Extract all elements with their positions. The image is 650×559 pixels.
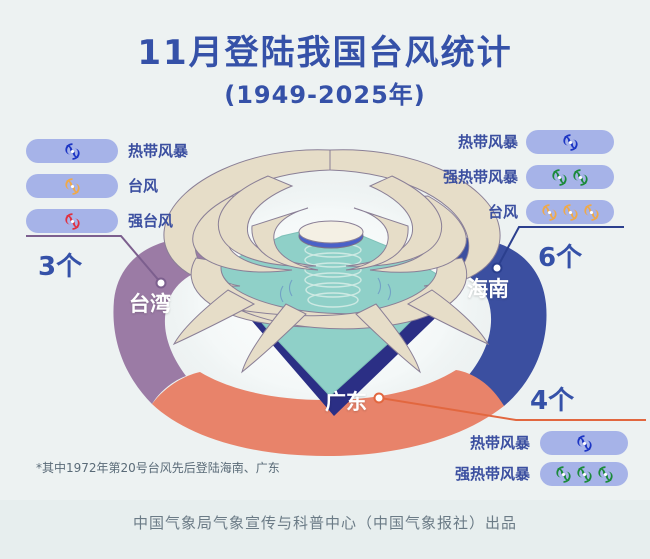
legend-pill-guangdong-1 xyxy=(540,462,628,486)
guangdong-arc xyxy=(152,370,504,456)
legend-label-taiwan-1: 台风 xyxy=(128,177,159,195)
typhoon-icon xyxy=(555,465,571,483)
credit-bar xyxy=(0,500,650,559)
typhoon-icon xyxy=(576,434,592,452)
legend-label-hainan-0: 热带风暴 xyxy=(457,133,518,151)
count-hainan: 6个 xyxy=(538,243,583,273)
credit-text: 中国气象局气象宣传与科普中心（中国气象报社）出品 xyxy=(132,514,517,532)
legend-label-taiwan-0: 热带风暴 xyxy=(128,142,189,160)
legend-pill-taiwan-1 xyxy=(26,174,118,198)
typhoon-icon xyxy=(583,203,599,221)
hainan-connector xyxy=(491,226,624,274)
typhoon-icon xyxy=(64,212,80,230)
taiwan-connector xyxy=(26,235,167,289)
footnote: *其中1972年第20号台风先后登陆海南、广东 xyxy=(36,461,280,475)
taiwan-arc xyxy=(113,237,224,404)
typhoon-spiral xyxy=(163,149,501,374)
legend-pill-guangdong-0 xyxy=(540,431,628,455)
typhoon-icon xyxy=(541,203,557,221)
typhoon-icon xyxy=(552,168,567,186)
typhoon-icon xyxy=(597,465,613,483)
region-label-guangdong: 广东 xyxy=(325,390,367,414)
count-taiwan: 3个 xyxy=(38,252,83,282)
region-label-taiwan: 台湾 xyxy=(129,292,171,316)
page-title: 11月登陆我国台风统计 xyxy=(137,33,513,73)
legend-label-taiwan-2: 强台风 xyxy=(128,212,174,230)
typhoon-icon xyxy=(562,133,578,151)
legend-label-hainan-2: 台风 xyxy=(487,203,518,221)
typhoon-icon xyxy=(573,168,588,186)
typhoon-icon xyxy=(64,142,80,160)
legend-pill-hainan-1 xyxy=(526,165,614,189)
typhoon-icon xyxy=(64,177,80,195)
legend-label-guangdong-1: 强热带风暴 xyxy=(454,465,530,483)
count-guangdong: 4个 xyxy=(530,386,575,416)
typhoon-icon xyxy=(562,203,578,221)
legend-label-guangdong-0: 热带风暴 xyxy=(469,434,530,452)
legend-pill-hainan-2 xyxy=(526,200,614,224)
hainan-arc xyxy=(428,237,547,406)
legend-pill-taiwan-0 xyxy=(26,139,118,163)
typhoon-icon xyxy=(576,465,592,483)
guangdong-connector xyxy=(373,392,646,421)
region-label-hainan: 海南 xyxy=(467,277,509,301)
legend-pill-taiwan-2 xyxy=(26,209,118,233)
legend-label-hainan-1: 强热带风暴 xyxy=(442,168,518,186)
legend-pill-hainan-0 xyxy=(526,130,614,154)
page-subtitle: (1949-2025年) xyxy=(224,81,426,109)
